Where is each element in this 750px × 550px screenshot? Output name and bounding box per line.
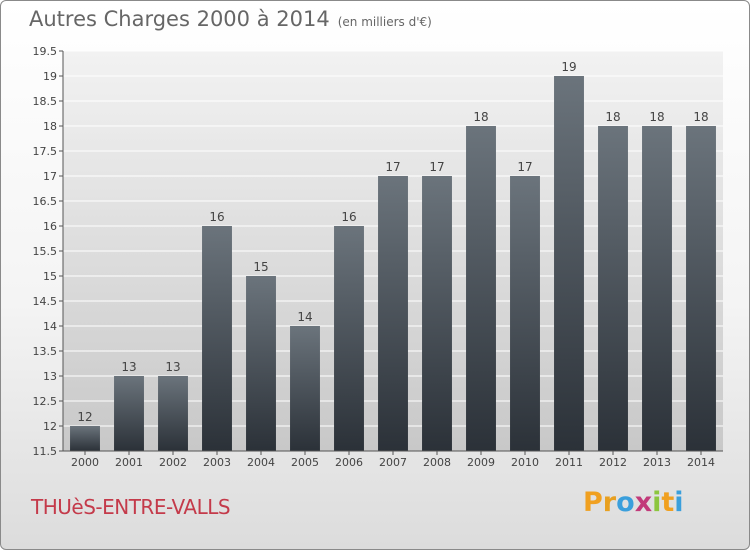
x-tick-label: 2005 — [291, 456, 319, 469]
x-tick-label: 2010 — [511, 456, 539, 469]
y-tick-label: 15.5 — [33, 245, 58, 258]
bar — [334, 226, 364, 451]
x-tick-label: 2002 — [159, 456, 187, 469]
y-tick-label: 17 — [43, 170, 57, 183]
y-tick-label: 19.5 — [33, 45, 58, 58]
x-tick-label: 2008 — [423, 456, 451, 469]
chart-title: Autres Charges 2000 à 2014 (en milliers d… — [29, 7, 432, 31]
bar-value-label: 13 — [121, 360, 136, 374]
bar — [422, 176, 452, 451]
bar-value-label: 16 — [341, 210, 356, 224]
y-tick-label: 12.5 — [33, 395, 58, 408]
bar — [598, 126, 628, 451]
bar — [70, 426, 100, 451]
logo-letter: o — [616, 487, 635, 518]
y-tick-label: 14.5 — [33, 295, 58, 308]
x-tick-label: 2001 — [115, 456, 143, 469]
bar — [466, 126, 496, 451]
bar-value-label: 14 — [297, 310, 312, 324]
y-tick-label: 15 — [43, 270, 57, 283]
logo-letter: i — [674, 487, 684, 518]
x-tick-label: 2012 — [599, 456, 627, 469]
x-tick-label: 2006 — [335, 456, 363, 469]
y-tick-label: 19 — [43, 70, 57, 83]
bar-value-label: 16 — [209, 210, 224, 224]
chart-subtitle: (en milliers d'€) — [337, 15, 432, 29]
y-tick-label: 16.5 — [33, 195, 58, 208]
bar — [554, 76, 584, 451]
logo-letter: t — [661, 487, 675, 518]
logo-letter: i — [652, 487, 662, 518]
x-tick-label: 2013 — [643, 456, 671, 469]
bar — [686, 126, 716, 451]
x-axis: 2000 2001 2002 2003 2004 2005 2006 2007 2008 2009… — [63, 450, 723, 469]
y-tick-label: 14 — [43, 320, 57, 333]
bar-value-label: 17 — [385, 160, 400, 174]
chart-title-text: Autres Charges 2000 à 2014 — [29, 7, 330, 31]
x-tick-label: 2004 — [247, 456, 275, 469]
x-tick-label: 2007 — [379, 456, 407, 469]
bar-value-label: 13 — [165, 360, 180, 374]
x-tick-label: 2009 — [467, 456, 495, 469]
bar-value-label: 15 — [253, 260, 268, 274]
commune-name: THUèS-ENTRE-VALLS — [31, 495, 231, 519]
bar — [642, 126, 672, 451]
bar — [290, 326, 320, 451]
logo-letter: P — [583, 487, 603, 518]
bar-value-label: 18 — [649, 110, 664, 124]
logo-letter: x — [634, 487, 653, 518]
bar — [114, 376, 144, 451]
bar-value-label: 18 — [693, 110, 708, 124]
x-tick-label: 2014 — [687, 456, 715, 469]
bar — [202, 226, 232, 451]
y-tick-label: 18 — [43, 120, 57, 133]
y-tick-label: 12 — [43, 420, 57, 433]
x-tick-label: 2000 — [71, 456, 99, 469]
x-tick-label: 2003 — [203, 456, 231, 469]
bar — [246, 276, 276, 451]
logo-letter: r — [602, 487, 617, 518]
x-tick-label: 2011 — [555, 456, 583, 469]
bar-value-label: 17 — [517, 160, 532, 174]
y-tick-label: 11.5 — [33, 445, 58, 458]
bar — [158, 376, 188, 451]
bar-value-label: 12 — [77, 410, 92, 424]
y-tick-label: 18.5 — [33, 95, 58, 108]
y-tick-label: 16 — [43, 220, 57, 233]
y-tick-label: 13 — [43, 370, 57, 383]
bar — [378, 176, 408, 451]
bar-value-label: 18 — [473, 110, 488, 124]
bar — [510, 176, 540, 451]
bars: 12 13 13 16 15 14 16 17 17 18 17 19 18 18 18 — [70, 60, 716, 451]
y-axis: 11.5 12 12.5 13 13.5 14 14.5 15 15.5 16 16.5 17 17.5… — [33, 45, 64, 458]
proxiti-logo[interactable]: Proxiti — [583, 487, 684, 518]
bar-value-label: 18 — [605, 110, 620, 124]
y-tick-label: 17.5 — [33, 145, 58, 158]
bar-value-label: 19 — [561, 60, 576, 74]
bar-value-label: 17 — [429, 160, 444, 174]
y-tick-label: 13.5 — [33, 345, 58, 358]
